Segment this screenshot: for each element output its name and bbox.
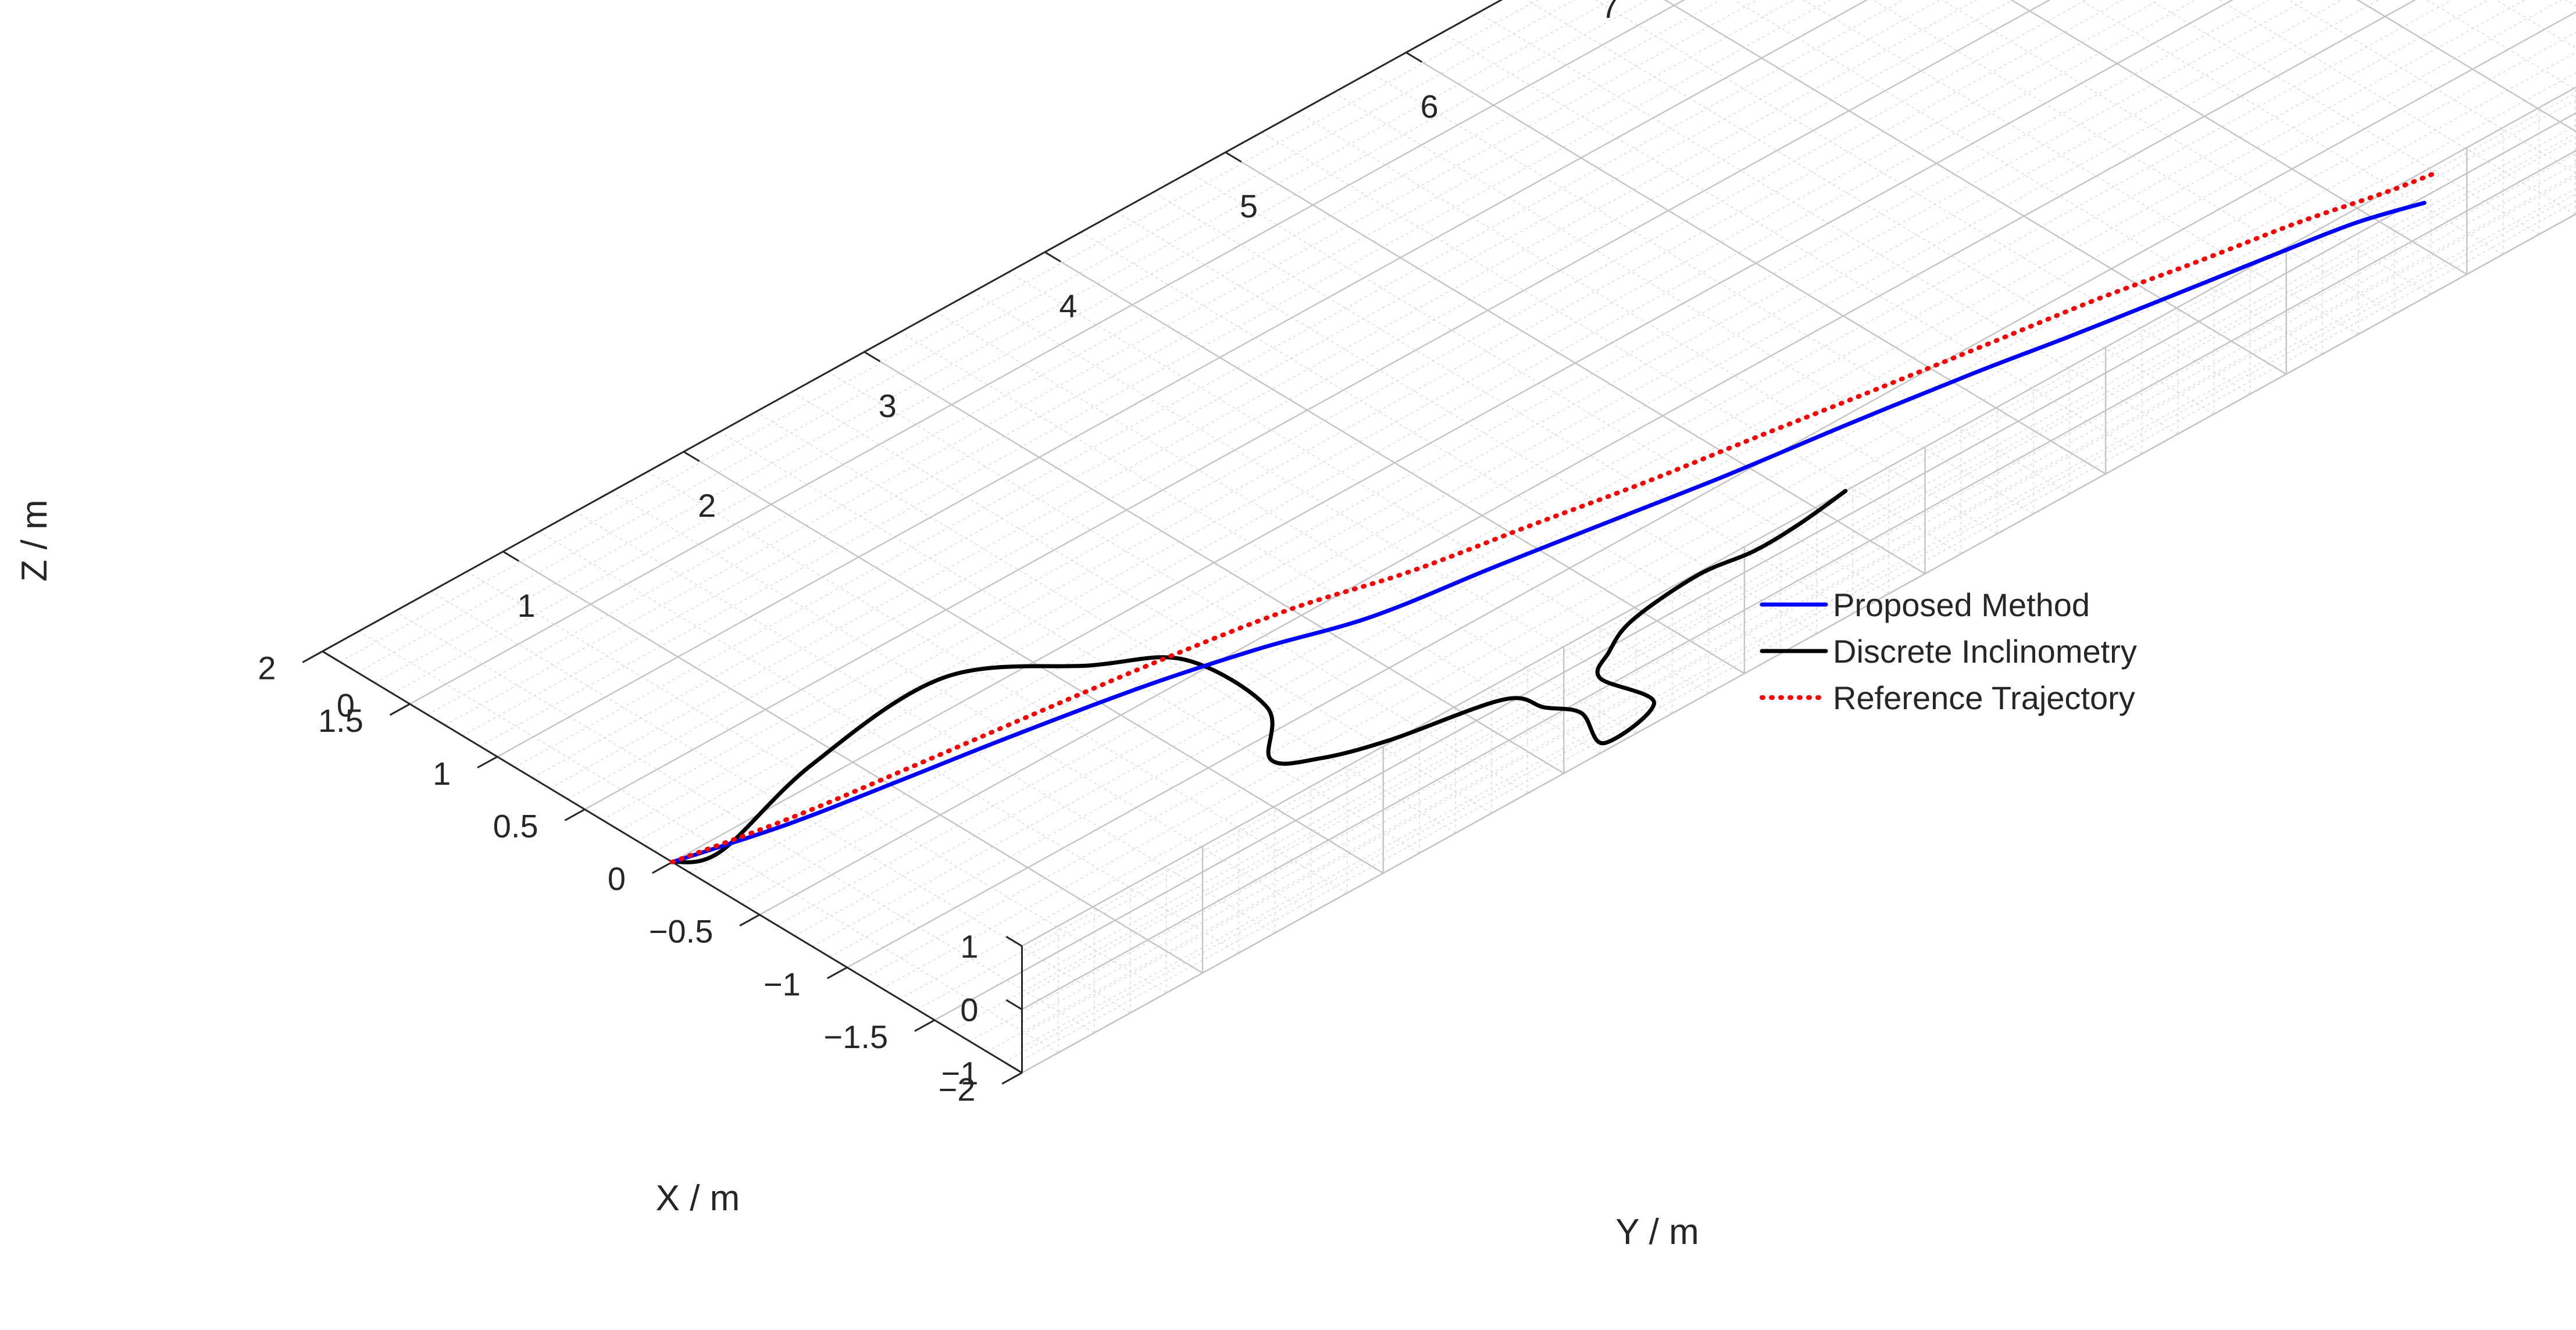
x-tick-label: −1	[763, 966, 801, 1002]
x-tick-label: 0	[608, 860, 626, 897]
legend-label-reference-trajectory: Reference Trajectory	[1833, 680, 2135, 716]
x-tick-label: −0.5	[649, 913, 713, 950]
z-tick-label: 1	[960, 928, 978, 965]
x-tick-label: 0.5	[493, 807, 538, 844]
y-tick-label: 2	[698, 487, 716, 524]
legend-label-proposed-method: Proposed Method	[1833, 587, 2090, 623]
y-tick-label: 4	[1059, 288, 1077, 324]
x-tick-label: 1	[433, 755, 451, 792]
y-tick-label: 3	[879, 387, 897, 424]
legend-label-discrete-inclinometry: Discrete Inclinometry	[1833, 633, 2137, 670]
z-axis-label: Z / m	[15, 499, 55, 581]
y-tick-label: 6	[1421, 88, 1439, 124]
y-tick-label: 5	[1240, 188, 1258, 224]
z-tick-label: 0	[960, 992, 978, 1028]
z-tick-label: −1	[941, 1055, 979, 1092]
x-tick-label: −1.5	[824, 1018, 889, 1055]
y-tick-label: 0	[337, 687, 355, 724]
legend: Proposed Method Discrete Inclinometry Refe…	[1762, 587, 2137, 716]
x-tick-label: 2	[258, 650, 276, 687]
y-tick-label: 7	[1601, 0, 1619, 25]
x-axis-label: X / m	[656, 1178, 740, 1218]
y-axis-label: Y / m	[1615, 1212, 1699, 1252]
y-tick-label: 1	[518, 587, 536, 624]
